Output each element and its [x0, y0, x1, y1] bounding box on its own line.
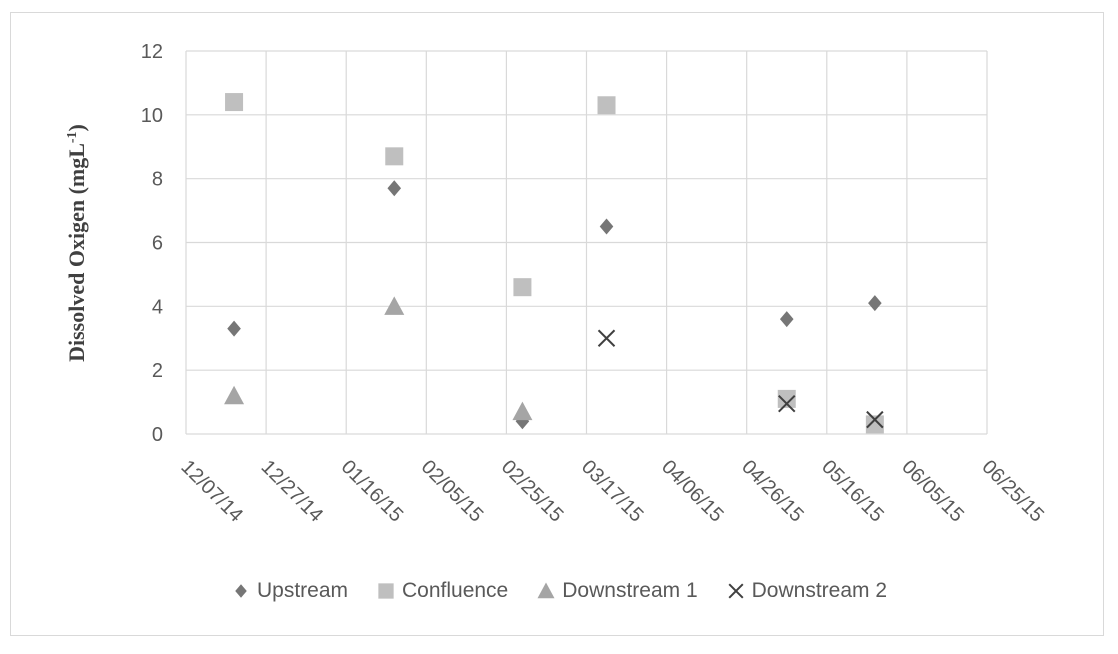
legend-label: Upstream	[256, 579, 348, 602]
legend: Upstream Confluence Downstream 1 Downstream…	[0, 574, 1118, 608]
y-axis-label-text: Dissolved Oxigen (mgL	[64, 143, 89, 362]
triangle-point	[384, 296, 405, 315]
triangle-point	[512, 401, 533, 421]
diamond-point	[779, 311, 794, 328]
square-point	[777, 389, 796, 408]
x-marker-stroke	[728, 583, 744, 599]
legend-label: Downstream 2	[751, 579, 888, 602]
x-marker-stroke	[866, 410, 884, 429]
legend-item: Downstream 2	[726, 579, 887, 603]
legend-item: Downstream 1	[536, 579, 698, 603]
y-tick-label: 2	[152, 360, 163, 382]
legend-label: Confluence	[402, 579, 509, 602]
square-marker	[378, 583, 394, 599]
square-point	[225, 93, 244, 112]
legend-diamond-icon	[235, 584, 247, 598]
diamond-marker	[235, 584, 247, 598]
legend-x-icon	[728, 583, 744, 599]
triangle-marker	[537, 582, 555, 599]
y-tick-label: 6	[152, 233, 163, 255]
square-point	[513, 278, 532, 297]
x-tick-label: 05/16/15	[817, 456, 888, 527]
x-marker-stroke	[778, 394, 796, 413]
x-tick-label: 04/26/15	[737, 456, 808, 527]
x-tick-label: 03/17/15	[577, 456, 648, 527]
y-tick-label: 0	[152, 424, 163, 446]
y-tick-label: 8	[152, 169, 163, 191]
legend-label: Downstream 1	[562, 579, 698, 602]
x-point	[597, 329, 616, 347]
x-tick-label: 01/16/15	[337, 456, 408, 527]
chart-frame	[10, 12, 1104, 636]
x-tick-label: 12/27/14	[257, 456, 328, 527]
y-tick-label: 12	[141, 41, 163, 63]
x-tick-label: 06/05/15	[897, 456, 968, 527]
y-axis-label-close: )	[64, 124, 89, 131]
diamond-point	[387, 180, 402, 197]
legend-triangle-icon	[537, 582, 555, 599]
triangle-point	[224, 385, 245, 405]
square-point	[865, 415, 884, 434]
x-marker	[728, 583, 744, 599]
x-point	[778, 394, 796, 413]
x-tick-labels: 12/07/14 12/27/14 01/16/15 02/05/15 02/25/15…	[176, 456, 1048, 527]
square-point	[597, 96, 616, 115]
diamond-point	[868, 295, 882, 312]
x-tick-label: 12/07/14	[176, 456, 247, 527]
diamond-point	[227, 320, 241, 337]
y-tick-label: 10	[141, 105, 163, 127]
data-points	[224, 93, 884, 434]
x-tick-label: 04/06/15	[657, 456, 728, 527]
x-tick-label: 06/25/15	[977, 456, 1048, 527]
legend-square-icon	[378, 583, 394, 599]
square-point	[385, 147, 404, 166]
diamond-point	[599, 218, 614, 235]
x-point	[866, 410, 884, 429]
legend-item: Upstream	[231, 579, 348, 603]
grid-lines	[185, 50, 988, 435]
y-axis-label: Dissolved Oxigen (mgL-1)	[64, 124, 89, 362]
legend-item: Confluence	[376, 579, 508, 603]
y-tick-label: 4	[152, 296, 163, 318]
x-tick-label: 02/05/15	[417, 456, 488, 527]
y-axis-label-sup: -1	[65, 131, 80, 143]
x-tick-label: 02/25/15	[497, 456, 568, 527]
x-marker-stroke	[597, 329, 616, 347]
y-tick-labels: 0 2 4 6 8 10 12	[141, 41, 163, 446]
